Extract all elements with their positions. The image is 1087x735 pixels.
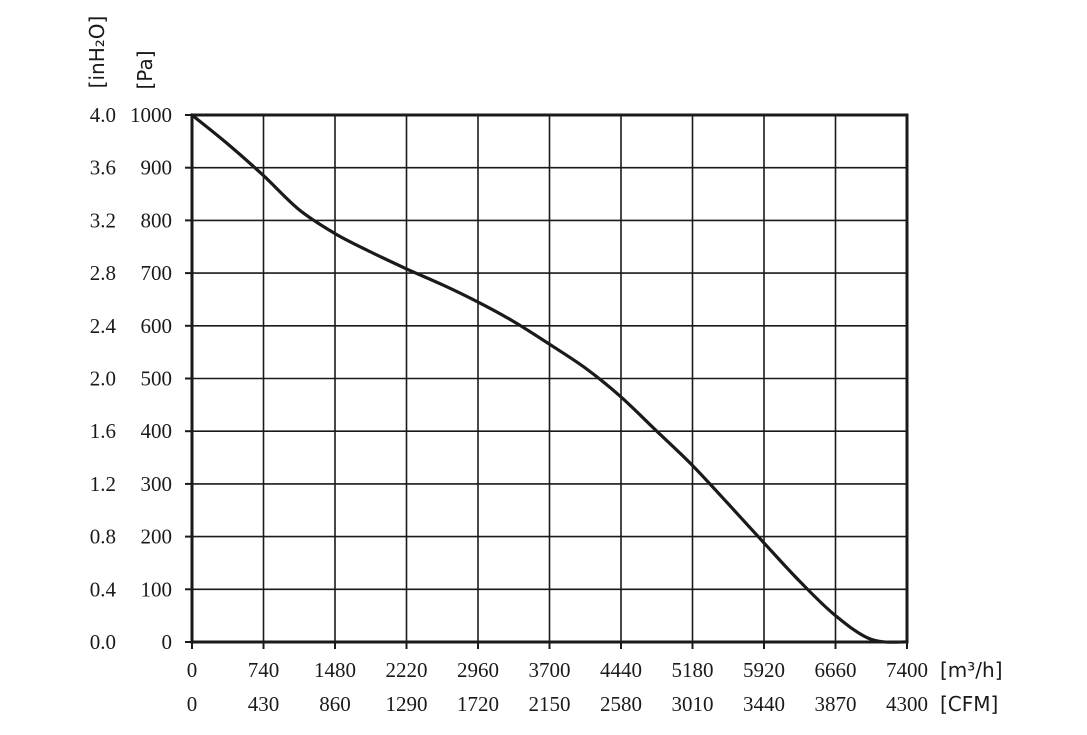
y-tick-label-primary: 1000 (130, 103, 172, 127)
x-tick-label-primary: 3700 (529, 658, 571, 682)
y-tick-label-primary: 0 (162, 630, 173, 654)
y-axis-secondary-unit: [inH₂O] (85, 16, 109, 89)
y-tick-label-primary: 400 (141, 419, 173, 443)
x-tick-label-secondary: 1290 (386, 692, 428, 716)
x-axis-primary-unit: [m³/h] (940, 658, 1003, 682)
y-tick-label-primary: 500 (141, 367, 173, 391)
axis-labels: 0074043014808602220129029601720370021504… (90, 103, 928, 716)
x-tick-label-secondary: 2150 (529, 692, 571, 716)
grid (192, 115, 907, 642)
x-tick-label-primary: 5180 (672, 658, 714, 682)
y-tick-label-secondary: 0.4 (90, 577, 117, 601)
y-tick-label-primary: 800 (141, 208, 173, 232)
y-tick-label-primary: 200 (141, 525, 173, 549)
y-tick-label-primary: 300 (141, 472, 173, 496)
x-tick-label-secondary: 1720 (457, 692, 499, 716)
x-tick-label-secondary: 4300 (886, 692, 928, 716)
y-tick-label-secondary: 1.6 (90, 419, 116, 443)
x-tick-label-secondary: 430 (248, 692, 280, 716)
y-tick-label-primary: 900 (141, 156, 173, 180)
plot-frame (190, 113, 909, 644)
x-tick-label-primary: 7400 (886, 658, 928, 682)
y-tick-label-secondary: 3.6 (90, 156, 116, 180)
y-tick-label-secondary: 4.0 (90, 103, 116, 127)
x-tick-label-primary: 6660 (815, 658, 857, 682)
x-tick-label-primary: 5920 (743, 658, 785, 682)
x-tick-label-primary: 1480 (314, 658, 356, 682)
x-tick-label-secondary: 860 (319, 692, 351, 716)
x-tick-label-secondary: 3870 (815, 692, 857, 716)
x-tick-label-primary: 4440 (600, 658, 642, 682)
y-tick-label-secondary: 2.4 (90, 314, 117, 338)
y-tick-label-secondary: 2.0 (90, 367, 116, 391)
x-tick-label-secondary: 3010 (672, 692, 714, 716)
x-tick-label-primary: 0 (187, 658, 198, 682)
x-tick-label-secondary: 3440 (743, 692, 785, 716)
x-tick-label-secondary: 2580 (600, 692, 642, 716)
y-tick-label-secondary: 0.8 (90, 525, 116, 549)
y-tick-label-primary: 100 (141, 577, 173, 601)
pressure-flow-curve (190, 113, 909, 644)
y-tick-label-primary: 600 (141, 314, 173, 338)
x-tick-label-primary: 2960 (457, 658, 499, 682)
x-tick-label-primary: 740 (248, 658, 280, 682)
x-tick-label-primary: 2220 (386, 658, 428, 682)
y-tick-label-secondary: 1.2 (90, 472, 116, 496)
y-axis-primary-unit: [Pa] (133, 50, 157, 89)
axis-ticks (185, 114, 908, 649)
y-tick-label-secondary: 3.2 (90, 208, 116, 232)
y-tick-label-secondary: 0.0 (90, 630, 116, 654)
series-layer (190, 113, 909, 644)
y-tick-label-secondary: 2.8 (90, 261, 116, 285)
x-axis-secondary-unit: [CFM] (940, 692, 998, 716)
y-tick-label-primary: 700 (141, 261, 173, 285)
x-tick-label-secondary: 0 (187, 692, 198, 716)
